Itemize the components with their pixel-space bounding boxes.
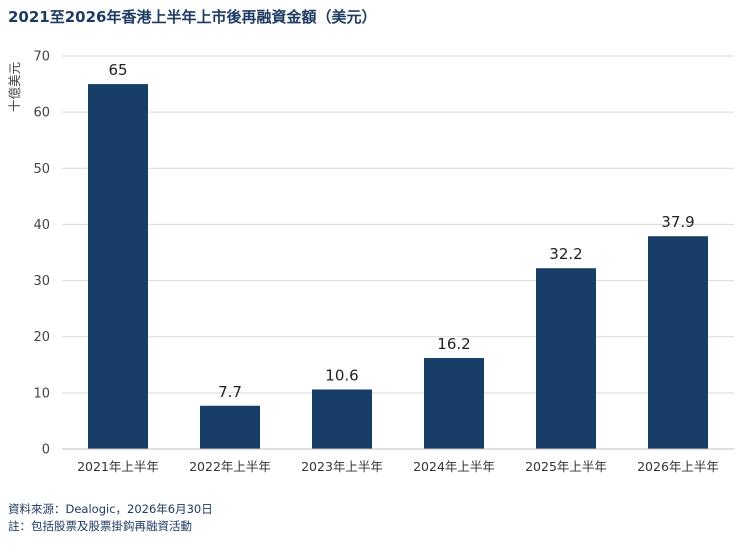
bar [424,358,484,449]
y-tick-label: 60 [33,106,50,121]
y-tick-label: 50 [33,162,50,177]
data-label: 65 [108,61,127,79]
bar [648,236,708,449]
y-tick-label: 30 [33,274,50,289]
chart-title: 2021至2026年香港上半年上市後再融資金額（美元） [8,8,377,26]
data-label: 32.2 [549,245,582,263]
data-label: 37.9 [661,213,694,231]
footnote: 註：包括股票及股票掛鈎再融資活動 [8,519,192,533]
data-label: 10.6 [325,366,358,384]
x-tick-label: 2026年上半年 [637,459,719,474]
source-note: 資料來源：Dealogic，2026年6月30日 [8,502,213,516]
y-tick-label: 10 [33,386,50,401]
bar [312,389,372,449]
data-labels: 65 7.7 10.6 16.2 32.2 37.9 [108,61,694,401]
gridlines [62,55,734,394]
data-label: 7.7 [218,383,242,401]
x-tick-label: 2023年上半年 [301,459,383,474]
bar [536,268,596,449]
x-tick-label: 2021年上半年 [77,459,159,474]
x-axis-labels: 2021年上半年 2022年上半年 2023年上半年 2024年上半年 2025年上半年… [77,459,719,474]
data-label: 16.2 [437,335,470,353]
bar [200,405,260,449]
bar-chart: 0 10 20 30 40 50 60 70 65 7.7 10.6 16.2 32.2 37.9 20… [7,50,734,474]
x-tick-label: 2022年上半年 [189,459,271,474]
y-tick-label: 0 [42,443,50,458]
y-tick-label: 20 [33,330,50,345]
y-tick-label: 40 [33,218,50,233]
y-axis-label: 十億美元 [7,62,22,112]
y-axis-ticks: 0 10 20 30 40 50 60 70 [33,50,50,458]
bar [88,84,148,450]
y-tick-label: 70 [33,50,50,65]
bars [88,84,708,450]
chart-footer: 資料來源：Dealogic，2026年6月30日 註：包括股票及股票掛鈎再融資活… [8,501,213,535]
x-tick-label: 2025年上半年 [525,459,607,474]
x-tick-label: 2024年上半年 [413,459,495,474]
